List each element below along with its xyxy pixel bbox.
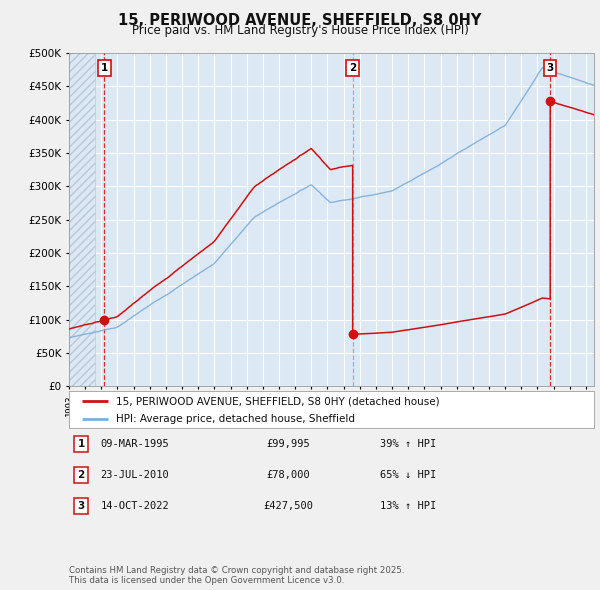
Text: 39% ↑ HPI: 39% ↑ HPI [380,439,436,448]
Text: £99,995: £99,995 [266,439,310,448]
Text: 1: 1 [101,63,108,73]
Text: 23-JUL-2010: 23-JUL-2010 [101,470,169,480]
Text: 2: 2 [349,63,356,73]
Text: 13% ↑ HPI: 13% ↑ HPI [380,502,436,511]
Text: 3: 3 [77,502,85,511]
Text: £78,000: £78,000 [266,470,310,480]
Text: 15, PERIWOOD AVENUE, SHEFFIELD, S8 0HY: 15, PERIWOOD AVENUE, SHEFFIELD, S8 0HY [118,13,482,28]
Text: 1: 1 [77,439,85,448]
Text: 15, PERIWOOD AVENUE, SHEFFIELD, S8 0HY (detached house): 15, PERIWOOD AVENUE, SHEFFIELD, S8 0HY (… [116,396,440,406]
Text: 09-MAR-1995: 09-MAR-1995 [101,439,169,448]
Text: 2: 2 [77,470,85,480]
Text: 14-OCT-2022: 14-OCT-2022 [101,502,169,511]
Text: £427,500: £427,500 [263,502,313,511]
Text: 65% ↓ HPI: 65% ↓ HPI [380,470,436,480]
Text: 3: 3 [547,63,554,73]
Text: Price paid vs. HM Land Registry's House Price Index (HPI): Price paid vs. HM Land Registry's House … [131,24,469,37]
Text: HPI: Average price, detached house, Sheffield: HPI: Average price, detached house, Shef… [116,414,355,424]
Text: Contains HM Land Registry data © Crown copyright and database right 2025.
This d: Contains HM Land Registry data © Crown c… [69,566,404,585]
